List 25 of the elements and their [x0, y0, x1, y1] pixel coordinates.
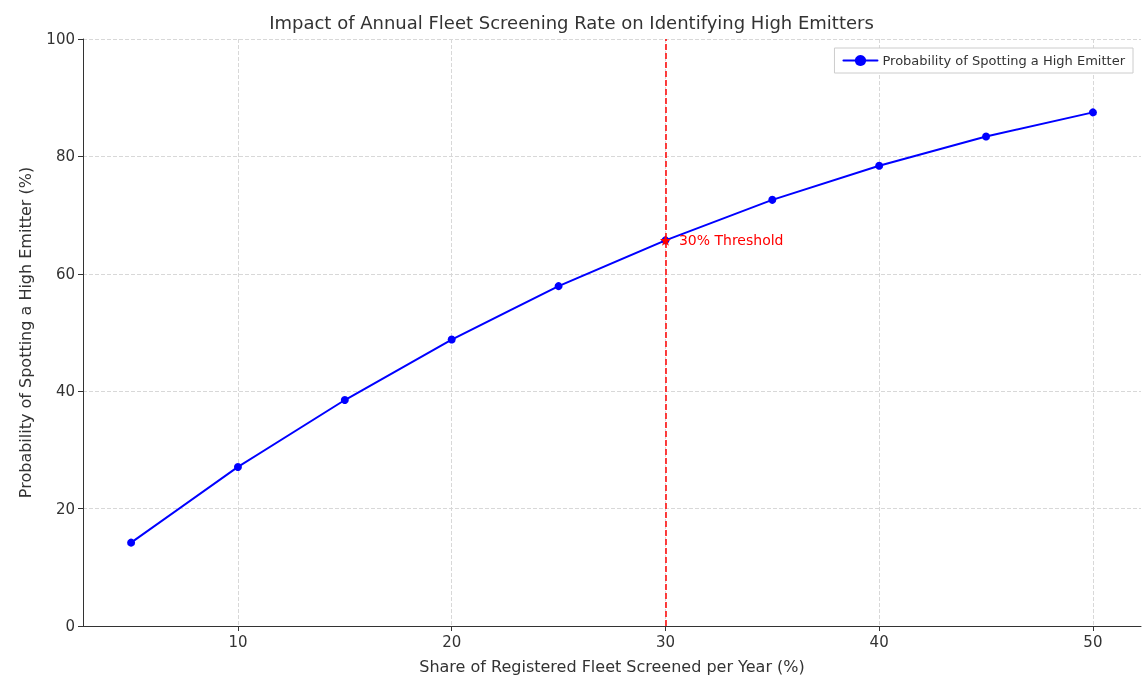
chart-title: Impact of Annual Fleet Screening Rate on Identifying High Emitters	[269, 11, 874, 33]
point	[875, 161, 884, 170]
legend-label: Probability of Spotting a High Emitter	[882, 53, 1126, 68]
y-tick-label: 40	[55, 382, 75, 401]
x-axis-title: Share of Registered Fleet Screened per Year (%)	[419, 656, 805, 676]
point	[340, 396, 349, 404]
point	[768, 195, 777, 204]
x-tick-label: 40	[869, 632, 889, 651]
point	[233, 462, 242, 471]
y-axis-title: Probability of Spotting a High Emitter (%)	[15, 166, 35, 499]
point	[1088, 108, 1097, 117]
y-tick-label: 20	[55, 499, 75, 518]
y-tick-label: 80	[55, 147, 75, 166]
y-tick-label: 100	[46, 30, 75, 48]
point	[554, 282, 563, 291]
annotation: 30% Threshold	[678, 232, 784, 249]
x-tick-label: 20	[442, 632, 462, 651]
x-tick-label: 10	[228, 632, 248, 651]
x-tick-label: 30	[655, 632, 675, 651]
point	[447, 335, 456, 344]
point	[127, 538, 136, 547]
y-tick-label: 0	[65, 617, 75, 635]
x-tick-label: 50	[1083, 632, 1103, 651]
point	[982, 132, 991, 141]
y-tick-label: 60	[55, 264, 75, 283]
